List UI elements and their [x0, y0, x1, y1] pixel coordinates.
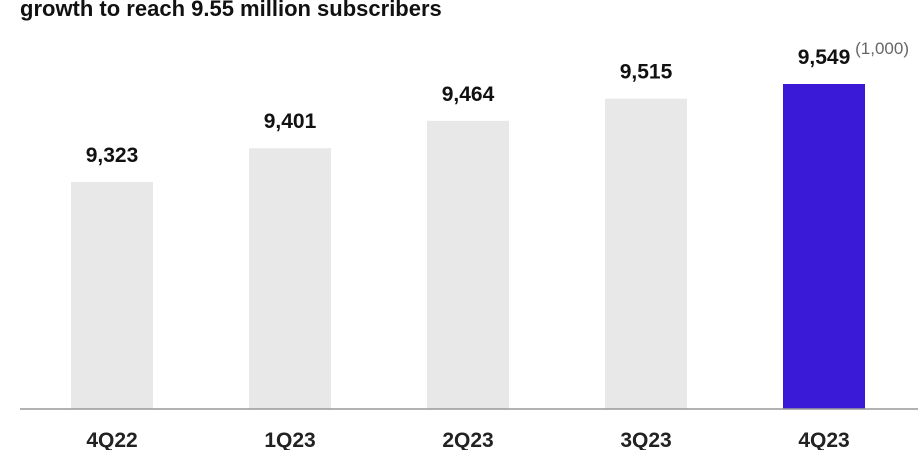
category-label-4q23: 4Q23 — [798, 429, 849, 450]
category-label-2q23: 2Q23 — [442, 429, 493, 450]
bars-group — [71, 84, 865, 410]
category-label-3q23: 3Q23 — [620, 429, 671, 450]
bar-2q23 — [427, 120, 509, 410]
value-label-4q23: 9,549 — [798, 46, 851, 69]
labels-group: 9,323 4Q22 9,401 1Q23 9,464 2Q23 9,515 3Q23 9,54… — [86, 46, 851, 450]
value-label-2q23: 9,464 — [442, 83, 495, 106]
bar-4q23 — [783, 84, 865, 409]
category-label-1q23: 1Q23 — [264, 429, 315, 450]
bar-1q23 — [249, 148, 331, 409]
unit-label: (1,000) — [855, 39, 909, 58]
bar-3q23 — [605, 98, 687, 410]
value-label-1q23: 9,401 — [264, 110, 317, 133]
value-label-3q23: 9,515 — [620, 61, 673, 84]
value-label-4q22: 9,323 — [86, 144, 139, 167]
chart-headline: growth to reach 9.55 million subscribers — [20, 0, 442, 21]
bar-4q22 — [71, 182, 153, 409]
category-label-4q22: 4Q22 — [86, 429, 137, 450]
